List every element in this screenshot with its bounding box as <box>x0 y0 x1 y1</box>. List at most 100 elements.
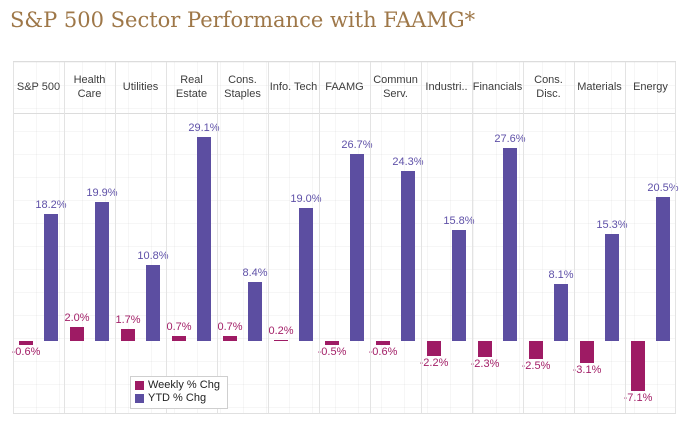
legend-label-weekly: Weekly % Chg <box>148 379 220 391</box>
weekly-bar <box>376 341 390 345</box>
weekly-bar <box>121 329 135 341</box>
column-separator <box>13 62 14 413</box>
ytd-bar <box>197 137 211 341</box>
weekly-value-label: 1.7% <box>115 314 141 326</box>
ytd-value-label: 19.0% <box>290 193 322 205</box>
ytd-bar <box>146 265 160 341</box>
weekly-value-label: -0.6% <box>11 346 41 358</box>
legend: Weekly % Chg YTD % Chg <box>130 376 228 409</box>
column-separator <box>523 62 524 413</box>
column-separator <box>472 62 473 413</box>
weekly-value-label: -3.1% <box>572 364 602 376</box>
sector-header-cell: Cons. Disc. <box>523 62 574 113</box>
sector-header-label: Materials <box>577 80 622 93</box>
weekly-value-label: -0.5% <box>317 346 347 358</box>
ytd-value-label: 8.4% <box>242 267 268 279</box>
column-separator <box>421 62 422 413</box>
weekly-bar <box>19 341 33 345</box>
ytd-bar <box>401 171 415 341</box>
ytd-bar <box>248 282 262 341</box>
ytd-legend-swatch <box>135 394 144 403</box>
legend-item-weekly: Weekly % Chg <box>135 379 220 392</box>
weekly-value-label: -7.1% <box>623 392 653 404</box>
ytd-bar <box>503 148 517 341</box>
weekly-bar <box>70 327 84 341</box>
weekly-legend-swatch <box>135 381 144 390</box>
sector-header-label: Energy <box>633 80 668 93</box>
ytd-value-label: 24.3% <box>392 156 424 168</box>
weekly-bar <box>325 341 339 345</box>
ytd-value-label: 20.5% <box>647 182 679 194</box>
column-separator <box>319 62 320 413</box>
sector-header-label: S&P 500 <box>16 80 61 93</box>
ytd-value-label: 10.8% <box>137 250 169 262</box>
sector-header-cell: Cons. Staples <box>217 62 268 113</box>
sector-header-cell: Health Care <box>64 62 115 113</box>
weekly-value-label: -2.2% <box>419 357 449 369</box>
sector-header-label: Utilities <box>122 80 159 93</box>
sector-header-label: FAAMG <box>325 80 364 93</box>
weekly-value-label: 0.2% <box>268 325 294 337</box>
column-separator <box>370 62 371 413</box>
ytd-value-label: 18.2% <box>35 199 67 211</box>
weekly-bar <box>274 340 288 341</box>
ytd-bar <box>656 197 670 341</box>
weekly-bar <box>478 341 492 357</box>
weekly-bar <box>631 341 645 391</box>
sector-header-label: Info. Tech <box>269 80 318 93</box>
weekly-value-label: 2.0% <box>64 312 90 324</box>
weekly-bar <box>529 341 543 359</box>
column-separator <box>64 62 65 413</box>
ytd-value-label: 19.9% <box>86 187 118 199</box>
ytd-bar <box>554 284 568 341</box>
ytd-bar <box>299 208 313 341</box>
sector-header-cell: Materials <box>574 62 625 113</box>
sector-header-cell: FAAMG <box>319 62 370 113</box>
weekly-value-label: -0.6% <box>368 346 398 358</box>
ytd-value-label: 15.3% <box>596 219 628 231</box>
weekly-bar <box>223 336 237 341</box>
column-separator <box>268 62 269 413</box>
sector-header-label: Health Care <box>73 73 106 100</box>
sector-header-cell: Commun Serv. <box>370 62 421 113</box>
sector-header-row: S&P 500 Health Care Utilities Real Estate Co… <box>13 62 676 114</box>
sector-header-label: Financials <box>472 80 523 93</box>
ytd-bar <box>95 202 109 341</box>
column-separator <box>675 62 676 413</box>
sector-header-cell: Real Estate <box>166 62 217 113</box>
sector-header-cell: S&P 500 <box>13 62 64 113</box>
column-separator <box>217 62 218 413</box>
ytd-value-label: 29.1% <box>188 122 220 134</box>
sector-header-cell: Financials <box>472 62 523 113</box>
column-separator <box>166 62 167 413</box>
weekly-bar <box>172 336 186 341</box>
ytd-bar <box>350 154 364 341</box>
sector-header-cell: Info. Tech <box>268 62 319 113</box>
sector-header-cell: Energy <box>625 62 676 113</box>
ytd-bar <box>605 234 619 341</box>
chart-title: S&P 500 Sector Performance with FAAMG* <box>10 8 476 32</box>
column-separator <box>115 62 116 413</box>
ytd-value-label: 15.8% <box>443 215 475 227</box>
ytd-value-label: 8.1% <box>548 269 574 281</box>
legend-label-ytd: YTD % Chg <box>148 392 207 404</box>
sector-performance-chart: S&P 500 Health Care Utilities Real Estate Co… <box>12 61 679 414</box>
column-separator <box>625 62 626 413</box>
weekly-value-label: 0.7% <box>217 321 243 333</box>
sector-header-label: Industri.. <box>425 80 468 93</box>
sector-header-cell: Utilities <box>115 62 166 113</box>
sector-header-cell: Industri.. <box>421 62 472 113</box>
weekly-value-label: -2.5% <box>521 360 551 372</box>
sector-header-label: Commun Serv. <box>373 73 418 100</box>
plot-area: Weekly % Chg YTD % Chg -0.6% 2.0% 1.7% 0.7%… <box>12 114 679 413</box>
ytd-value-label: 26.7% <box>341 139 373 151</box>
weekly-bar <box>580 341 594 363</box>
sector-header-label: Cons. Disc. <box>534 73 563 100</box>
legend-item-ytd: YTD % Chg <box>135 392 220 405</box>
sector-header-label: Real Estate <box>175 73 208 100</box>
weekly-bar <box>427 341 441 356</box>
ytd-bar <box>452 230 466 341</box>
sector-header-label: Cons. Staples <box>224 73 261 100</box>
ytd-value-label: 27.6% <box>494 133 526 145</box>
